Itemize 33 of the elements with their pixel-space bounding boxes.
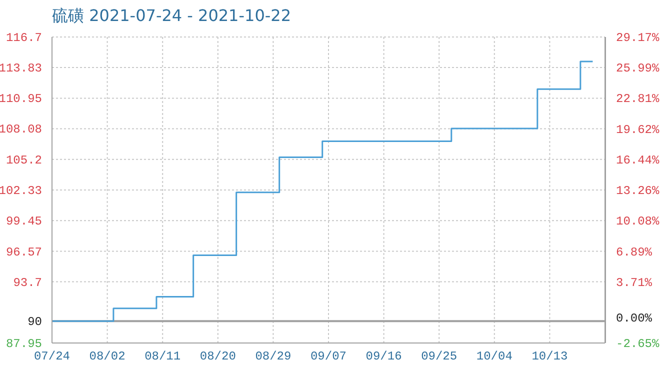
y2-tick-label: 10.08%: [616, 214, 660, 229]
y-tick-label: 113.83: [0, 62, 42, 76]
x-tick-label: 07/24: [34, 350, 70, 364]
y-tick-label: 116.7: [6, 31, 42, 45]
x-tick-label: 09/25: [421, 350, 458, 364]
y2-tick-label: 13.26%: [616, 184, 660, 198]
y-tick-label: 87.95: [6, 337, 42, 351]
y2-tick-label: 22.81%: [616, 92, 660, 106]
y2-tick-label: 16.44%: [616, 153, 660, 168]
y-tick-label: 110.95: [0, 92, 42, 106]
y-tick-label: 90: [28, 315, 42, 330]
x-tick-label: 10/04: [476, 350, 512, 364]
y-tick-label: 96.57: [6, 245, 42, 260]
y2-tick-label: 25.99%: [616, 62, 660, 76]
x-tick-label: 09/16: [366, 350, 402, 364]
x-tick-label: 08/02: [89, 350, 126, 364]
chart-title: 硫磺 2021-07-24 - 2021-10-22: [52, 6, 291, 27]
y2-tick-label: 19.62%: [616, 122, 660, 137]
y2-tick-label: 0.00%: [616, 312, 653, 326]
y-tick-label: 108.08: [0, 122, 42, 137]
y-tick-label: 102.33: [0, 184, 42, 198]
x-tick-label: 08/20: [200, 350, 236, 364]
y-tick-label: 105.2: [6, 153, 42, 168]
y2-tick-label: 6.89%: [616, 245, 653, 260]
y-tick-label: 99.45: [6, 214, 42, 229]
x-tick-label: 10/13: [532, 350, 568, 364]
x-tick-label: 09/07: [310, 350, 347, 364]
y2-tick-label: 29.17%: [616, 31, 660, 45]
x-tick-label: 08/11: [144, 350, 181, 364]
y2-tick-label: -2.65%: [616, 337, 660, 351]
x-tick-label: 08/29: [255, 350, 292, 364]
y2-tick-label: 3.71%: [616, 276, 653, 290]
y-tick-label: 93.7: [13, 276, 42, 290]
